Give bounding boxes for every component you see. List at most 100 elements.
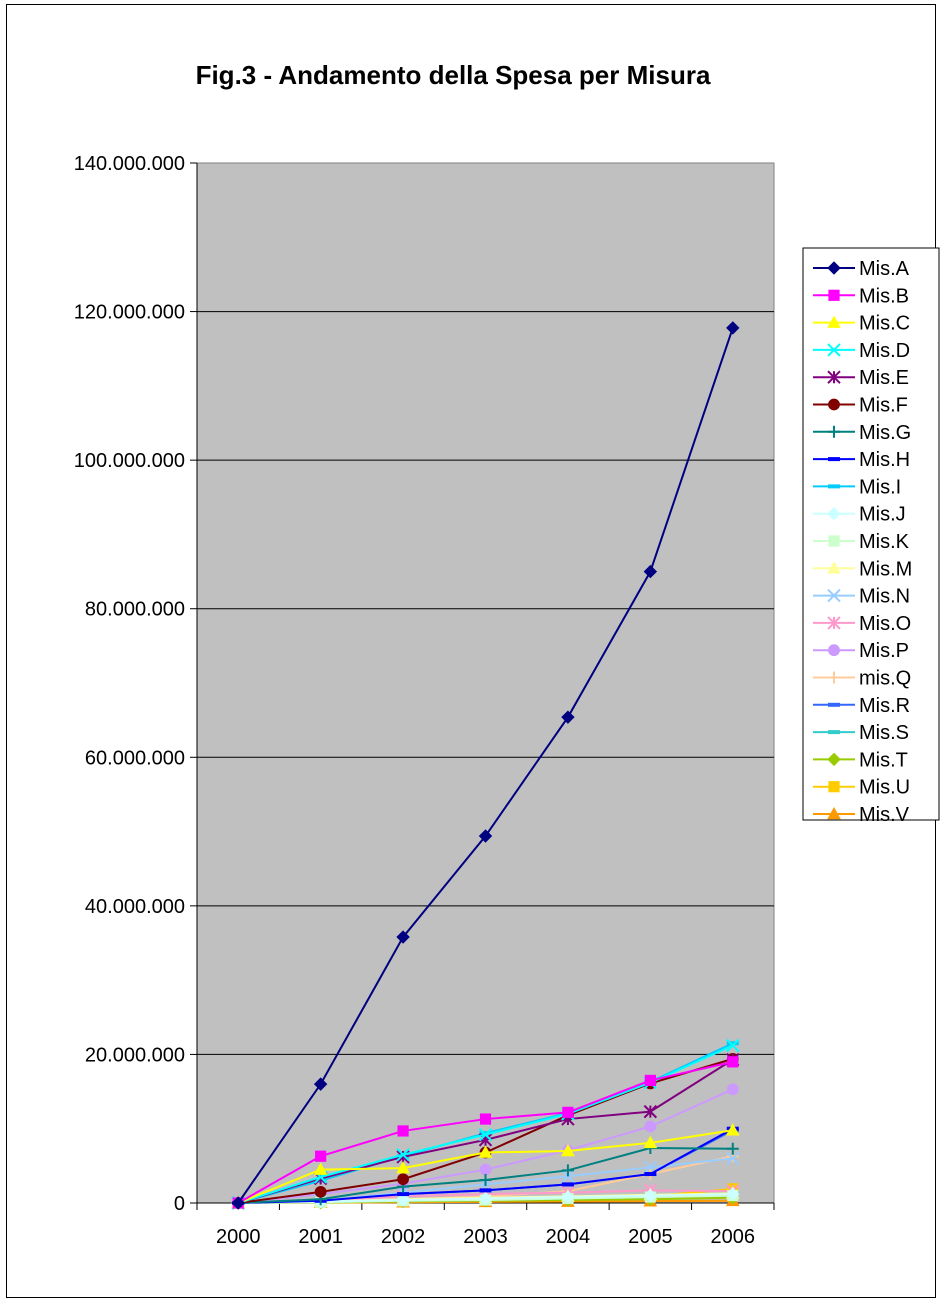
gridlines — [197, 311, 774, 1055]
data-point — [643, 1135, 658, 1149]
legend-label: Mis.F — [859, 395, 908, 417]
legend-label: Mis.D — [859, 340, 910, 362]
x-tick-label: 2000 — [216, 1226, 261, 1248]
data-point — [643, 564, 658, 579]
legend-label: Mis.K — [859, 531, 910, 553]
data-point — [828, 535, 840, 547]
legend-label: Mis.V — [859, 804, 910, 826]
y-tick-label: 0 — [174, 1193, 185, 1215]
legend-label: Mis.U — [859, 777, 910, 799]
data-point — [396, 1193, 410, 1207]
data-point — [828, 289, 840, 301]
data-point — [827, 343, 841, 357]
series-lines — [231, 321, 740, 1210]
y-tick-label: 100.000.000 — [74, 450, 185, 472]
data-point — [561, 710, 575, 724]
data-point — [396, 1148, 410, 1162]
data-point — [479, 1113, 492, 1125]
data-point — [726, 1041, 739, 1046]
plot-area — [196, 162, 775, 1204]
legend-item: Mis.K — [813, 531, 910, 553]
legend-item: Mis.B — [813, 285, 909, 307]
data-point — [396, 1161, 410, 1174]
legend-item: Mis.S — [813, 722, 909, 744]
data-point — [828, 398, 840, 411]
data-point — [396, 930, 410, 944]
y-tick-label: 20.000.000 — [85, 1044, 185, 1066]
data-point — [828, 702, 840, 707]
y-tick-label: 80.000.000 — [85, 599, 185, 621]
legend-item: Mis.D — [813, 340, 910, 362]
legend-label: Mis.M — [859, 558, 912, 580]
y-tick-label: 40.000.000 — [85, 896, 185, 918]
data-point — [827, 588, 841, 603]
data-point — [827, 261, 841, 275]
y-tick-label: 140.000.000 — [74, 153, 185, 175]
legend-label: Mis.R — [859, 695, 910, 717]
legend-label: Mis.T — [859, 749, 908, 771]
data-point — [231, 1196, 245, 1210]
x-tick-label: 2006 — [711, 1226, 756, 1248]
data-point — [827, 616, 841, 630]
legend-box — [802, 247, 940, 821]
legend-item: Mis.V — [813, 804, 910, 826]
data-point — [827, 506, 841, 521]
data-point — [726, 1142, 739, 1155]
data-point — [397, 1173, 409, 1186]
legend-label: Mis.A — [859, 258, 910, 280]
data-point — [828, 671, 840, 684]
data-point — [478, 1191, 493, 1206]
data-point — [479, 1163, 492, 1176]
y-tick-label: 60.000.000 — [85, 747, 185, 769]
data-point — [479, 1173, 492, 1186]
data-point — [828, 644, 840, 657]
data-point — [828, 425, 840, 438]
legend-label: Mis.B — [859, 285, 909, 307]
data-point — [644, 1120, 657, 1133]
legend-item: Mis.O — [813, 613, 911, 635]
legend-label: Mis.I — [859, 476, 901, 498]
legend-item: Mis.C — [813, 313, 910, 335]
data-point — [561, 1143, 575, 1157]
data-point — [561, 1190, 575, 1204]
legend-item: Mis.F — [813, 395, 908, 417]
data-point — [644, 1172, 657, 1177]
legend-label: Mis.N — [859, 586, 910, 608]
data-point — [643, 1104, 658, 1119]
data-point — [726, 321, 740, 335]
data-point — [313, 1162, 328, 1175]
legend-label: Mis.S — [859, 722, 909, 744]
data-point — [827, 806, 841, 820]
data-point — [828, 457, 840, 462]
legend-item: Mis.R — [813, 695, 910, 717]
legend-item: Mis.U — [813, 777, 910, 799]
legend-item: Mis.E — [813, 367, 909, 389]
x-tick-label: 2001 — [298, 1226, 343, 1248]
legend-label: Mis.O — [859, 613, 911, 635]
data-point — [561, 1164, 574, 1177]
series-mis-a — [231, 321, 740, 1210]
data-point — [479, 1188, 492, 1193]
data-point — [827, 370, 841, 384]
y-tick-label: 120.000.000 — [74, 302, 185, 324]
x-tick-label: 2005 — [628, 1226, 673, 1248]
axes: 0 20.000.000 40.000.000 60.000.000 80.000.00… — [74, 153, 775, 1248]
legend-item: Mis.J — [813, 504, 906, 526]
chart-title: Fig.3 - Andamento della Spesa per Misura — [196, 60, 711, 90]
legend-item: Mis.A — [813, 258, 910, 280]
x-tick-label: 2002 — [381, 1226, 426, 1248]
data-point — [314, 1185, 327, 1198]
data-point — [478, 1145, 493, 1158]
data-point — [827, 315, 841, 328]
legend-label: Mis.H — [859, 449, 910, 471]
data-point — [479, 1131, 492, 1136]
data-point — [827, 752, 841, 767]
data-point — [727, 1056, 739, 1068]
data-point — [828, 781, 840, 793]
x-tick-label: 2003 — [463, 1226, 508, 1248]
data-point — [561, 1182, 574, 1187]
legend-item: Mis.M — [813, 558, 912, 580]
legend-label: Mis.J — [859, 504, 906, 526]
legend-item: Mis.N — [813, 586, 910, 608]
legend-label: Mis.C — [859, 313, 910, 335]
